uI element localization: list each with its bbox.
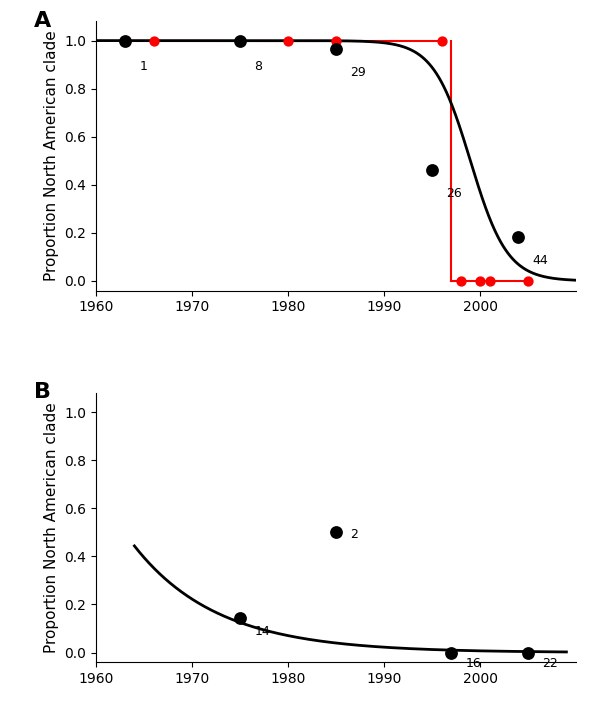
Text: 1: 1 bbox=[139, 60, 147, 73]
Y-axis label: Proportion North American clade: Proportion North American clade bbox=[44, 31, 59, 281]
Text: 2: 2 bbox=[350, 528, 358, 540]
Point bbox=[120, 35, 130, 46]
Point bbox=[437, 35, 446, 46]
Text: B: B bbox=[34, 382, 50, 402]
Point bbox=[235, 35, 245, 46]
Text: 16: 16 bbox=[466, 657, 481, 671]
Text: 26: 26 bbox=[446, 187, 462, 200]
Point bbox=[331, 35, 341, 46]
Point bbox=[149, 35, 158, 46]
Point bbox=[331, 527, 341, 538]
Point bbox=[514, 231, 523, 243]
Text: 8: 8 bbox=[254, 60, 262, 73]
Point bbox=[427, 164, 437, 176]
Point bbox=[475, 276, 485, 287]
Point bbox=[523, 646, 533, 658]
Point bbox=[485, 276, 494, 287]
Text: 22: 22 bbox=[542, 657, 558, 671]
Text: A: A bbox=[34, 11, 51, 31]
Text: 29: 29 bbox=[350, 66, 366, 78]
Point bbox=[331, 43, 341, 54]
Y-axis label: Proportion North American clade: Proportion North American clade bbox=[44, 402, 59, 653]
Point bbox=[235, 612, 245, 624]
Text: 44: 44 bbox=[533, 254, 548, 267]
Point bbox=[523, 276, 533, 287]
Point bbox=[446, 646, 456, 658]
Point bbox=[120, 35, 130, 46]
Text: 14: 14 bbox=[254, 625, 270, 639]
Point bbox=[456, 276, 466, 287]
Point bbox=[235, 35, 245, 46]
Point bbox=[283, 35, 293, 46]
